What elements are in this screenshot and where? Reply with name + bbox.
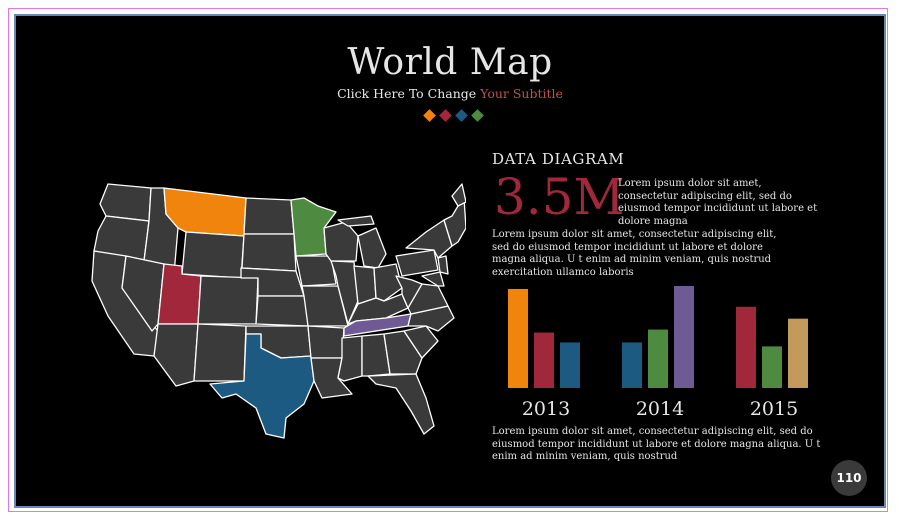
slide[interactable]: World Map Click Here To Change Your Subt… xyxy=(14,14,886,508)
diamond-icon xyxy=(439,109,452,122)
state-texas[interactable] xyxy=(209,333,315,439)
slide-subtitle[interactable]: Click Here To Change Your Subtitle xyxy=(16,86,884,101)
state-georgia[interactable] xyxy=(383,330,423,375)
bar-2015-0[interactable] xyxy=(736,306,756,388)
state-wyoming[interactable] xyxy=(181,231,245,279)
diamond-icon xyxy=(455,109,468,122)
state-south-carolina[interactable] xyxy=(403,325,439,359)
diamond-icon xyxy=(471,109,484,122)
state-wisconsin[interactable] xyxy=(323,221,359,262)
state-missouri[interactable] xyxy=(301,285,349,327)
state-ohio[interactable] xyxy=(373,263,403,302)
state-colorado[interactable] xyxy=(197,275,259,325)
state-michigan[interactable] xyxy=(337,215,387,269)
subtitle-accent: Your Subtitle xyxy=(480,86,563,101)
state-kansas[interactable] xyxy=(255,295,309,327)
slide-title[interactable]: World Map xyxy=(347,42,553,83)
state-west-virginia[interactable] xyxy=(395,275,423,309)
bar-2013-1[interactable] xyxy=(534,332,554,388)
state-arkansas[interactable] xyxy=(307,325,345,359)
state-south-dakota[interactable] xyxy=(241,233,297,272)
decorative-diamonds xyxy=(421,109,491,123)
text-block-3[interactable]: Lorem ipsum dolor sit amet, consectetur … xyxy=(492,426,821,462)
bar-2014-0[interactable] xyxy=(622,342,642,388)
x-tick-label: 2013 xyxy=(522,398,570,420)
state-washington[interactable] xyxy=(99,183,152,222)
diamond-icon xyxy=(423,109,436,122)
state-arizona[interactable] xyxy=(153,323,199,387)
bar-2014-2[interactable] xyxy=(674,285,694,388)
state-maryland[interactable] xyxy=(421,271,445,287)
data-diagram-heading[interactable]: DATA DIAGRAM xyxy=(492,150,625,168)
state-florida[interactable] xyxy=(367,373,435,435)
state-mississippi[interactable] xyxy=(337,335,363,382)
slide-outer-frame xyxy=(8,8,888,512)
bar-2015-1[interactable] xyxy=(762,346,782,388)
bar-2013-2[interactable] xyxy=(560,342,580,388)
state-pennsylvania[interactable] xyxy=(395,249,439,277)
text-block-1[interactable]: Lorem ipsum dolor sit amet, consectetur … xyxy=(618,178,818,227)
bar-chart[interactable]: 2013 2014 2015 xyxy=(494,278,824,428)
x-tick-label: 2015 xyxy=(750,398,798,420)
x-tick-label: 2014 xyxy=(636,398,684,420)
state-maine[interactable] xyxy=(451,183,466,207)
state-new-england[interactable] xyxy=(443,197,466,247)
bar-2013-0[interactable] xyxy=(508,288,528,388)
state-new-jersey[interactable] xyxy=(437,255,449,275)
state-iowa[interactable] xyxy=(295,255,337,287)
bar-2014-1[interactable] xyxy=(648,329,668,388)
text-block-2[interactable]: Lorem ipsum dolor sit amet, consectetur … xyxy=(492,229,777,278)
state-nevada[interactable] xyxy=(121,255,165,332)
bar-2015-2[interactable] xyxy=(788,318,808,388)
state-north-dakota[interactable] xyxy=(243,197,295,235)
state-indiana[interactable] xyxy=(353,265,377,305)
page-number-badge: 110 xyxy=(831,460,867,496)
state-new-mexico[interactable] xyxy=(193,323,247,382)
subtitle-prefix: Click Here To Change xyxy=(337,86,481,101)
big-number[interactable]: 3.5M xyxy=(494,168,625,226)
us-map[interactable] xyxy=(86,176,466,446)
